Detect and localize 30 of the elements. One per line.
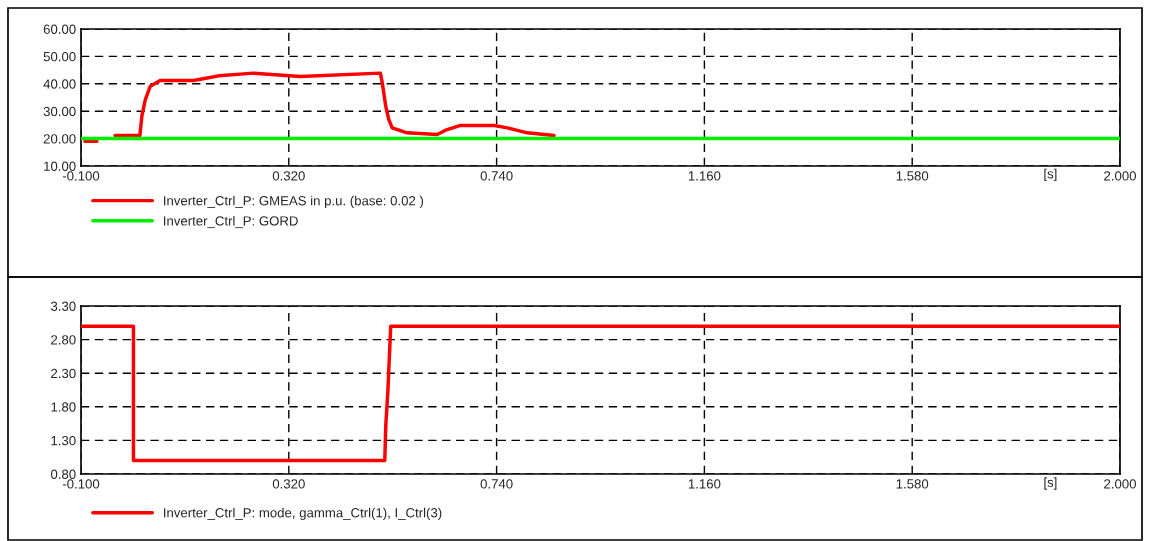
x-tick-label: -0.100 [62, 479, 100, 489]
y-tick-label: 60.00 [43, 24, 76, 34]
y-tick-label: 3.30 [50, 301, 76, 311]
y-tick-label: 2.30 [51, 368, 76, 379]
y-tick-label: 20.00 [43, 134, 76, 144]
y-tick-label: 2.80 [51, 335, 76, 345]
x-axis-title: [s] [1044, 477, 1057, 490]
legend-label: Inverter_Ctrl_P: GORD [164, 215, 298, 229]
x-tick-label: 0.320 [272, 479, 305, 489]
y-tick-label: 0.80 [50, 469, 76, 479]
x-tick-label: -0.100 [62, 171, 100, 181]
x-tick-label: 0.320 [272, 171, 305, 181]
line-series [81, 324, 1120, 463]
x-tick-label: 0.740 [480, 479, 513, 489]
y-tick-label: 1.30 [51, 435, 76, 446]
x-tick-label: 1.160 [688, 171, 721, 181]
y-tick-label: 30.00 [43, 106, 76, 117]
x-tick-label: 1.580 [896, 171, 929, 181]
y-tick-label: 40.00 [43, 79, 76, 89]
y-tick-label: 50.00 [43, 51, 76, 62]
x-axis-title: [s] [1044, 168, 1057, 182]
x-tick-label: 2.000 [1104, 171, 1136, 181]
y-tick-label: 1.80 [51, 402, 76, 412]
legend-label: Inverter_Ctrl_P: GMEAS in p.u. (base: 0.02 ) [164, 195, 424, 208]
x-tick-label: 1.160 [688, 479, 721, 489]
y-tick-label: 10.00 [44, 161, 76, 171]
x-tick-label: 2.000 [1104, 479, 1136, 489]
x-tick-label: 0.740 [480, 171, 513, 181]
x-tick-label: 1.580 [896, 479, 929, 489]
legend-label: Inverter_Ctrl_P: mode, gamma_Ctrl(1), I_Ctrl(3) [164, 507, 442, 521]
